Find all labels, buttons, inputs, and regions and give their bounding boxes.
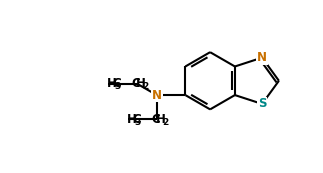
Text: S: S xyxy=(258,97,266,110)
Text: N: N xyxy=(152,89,162,102)
Text: C: C xyxy=(112,77,121,90)
Text: 3: 3 xyxy=(114,82,120,91)
Text: 2: 2 xyxy=(142,82,149,91)
Text: 2: 2 xyxy=(162,118,169,127)
Text: C: C xyxy=(131,77,140,90)
Text: H: H xyxy=(156,113,165,126)
Text: C: C xyxy=(132,113,141,126)
Text: H: H xyxy=(107,77,117,90)
Text: H: H xyxy=(136,77,146,90)
Text: 3: 3 xyxy=(134,118,141,127)
Text: H: H xyxy=(127,113,137,126)
Text: C: C xyxy=(151,113,160,126)
Text: N: N xyxy=(257,51,267,64)
